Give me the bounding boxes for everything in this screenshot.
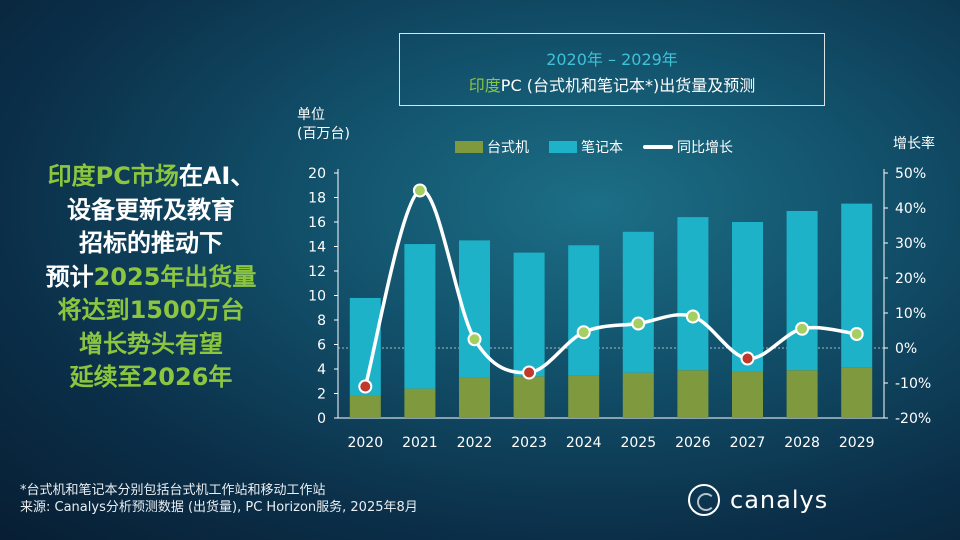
growth-point: [412, 183, 427, 198]
headline-line6: 增长势头有望: [79, 329, 223, 358]
y2-tick-label: 10%: [895, 306, 926, 322]
x-tick-label: 2024: [566, 435, 602, 451]
bar-desktop: [677, 370, 709, 418]
bar-notebook: [841, 203, 873, 368]
headline-line2: 设备更新及教育: [67, 195, 235, 224]
footnote: *台式机和笔记本分别包括台式机工作站和移动工作站 来源: Canalys分析预测…: [20, 482, 418, 516]
x-tick-label: 2021: [402, 435, 438, 451]
y2-tick-label: 20%: [895, 271, 926, 287]
canalys-logo-icon: [688, 484, 720, 516]
bar-desktop: [404, 388, 436, 418]
y2-tick-label: 30%: [895, 236, 926, 252]
bar-notebook: [513, 252, 545, 377]
x-tick-label: 2023: [511, 435, 547, 451]
y-tick-label: 8: [317, 313, 326, 329]
y-tick-label: 0: [317, 411, 326, 427]
canalys-logo: canalys: [688, 484, 828, 516]
y-axis-unit-line1: 单位: [297, 107, 325, 123]
x-tick-label: 2029: [839, 435, 875, 451]
growth-point: [358, 379, 373, 394]
growth-point: [849, 327, 864, 341]
y-tick-label: 6: [317, 338, 326, 354]
y-axis-unit-line2: (百万台): [297, 126, 350, 142]
bar-desktop: [349, 395, 381, 418]
footnote-note: *台式机和笔记本分别包括台式机工作站和移动工作站: [20, 483, 326, 498]
bar-desktop: [841, 367, 873, 418]
legend-line-growth: [643, 145, 673, 149]
growth-point: [576, 325, 591, 340]
headline: 印度PC市场在AI、 设备更新及教育 招标的推动下 预计2025年出货量 将达到…: [20, 160, 282, 395]
growth-point: [795, 321, 810, 336]
footnote-source: 来源: Canalys分析预测数据 (出货量), PC Horizon服务, 2…: [20, 500, 418, 515]
chart-title-rest: PC (台式机和笔记本*)出货量及预测: [500, 76, 756, 95]
headline-line1-green: 印度PC市场: [47, 162, 179, 190]
chart-title-main: 印度PC (台式机和笔记本*)出货量及预测: [400, 72, 824, 96]
bar-desktop: [568, 375, 600, 418]
bar-notebook: [732, 222, 763, 372]
y2-tick-label: -10%: [895, 376, 931, 392]
y2-tick-label: 0%: [895, 341, 917, 357]
y2-tick-label: -20%: [895, 411, 931, 427]
y-tick-label: 16: [308, 215, 326, 231]
bar-notebook: [622, 231, 654, 373]
y-axis-unit-label: 单位 (百万台): [297, 106, 350, 144]
y2-tick-label: 40%: [895, 201, 926, 217]
headline-line4-white: 预计: [45, 262, 94, 291]
y2-tick-label: 50%: [895, 166, 926, 182]
headline-line3: 招标的推动下: [79, 229, 223, 257]
legend-label-growth: 同比增长: [677, 140, 733, 156]
chart-legend: 台式机 笔记本 同比增长: [455, 137, 753, 157]
growth-point: [685, 309, 700, 324]
growth-line: [363, 188, 859, 389]
legend-item-desktop: 台式机: [455, 137, 529, 157]
headline-line7: 延续至2026年: [69, 363, 233, 391]
legend-item-growth: 同比增长: [643, 137, 733, 157]
legend-swatch-desktop: [455, 141, 483, 153]
y-tick-label: 10: [308, 289, 326, 305]
bar-desktop: [513, 376, 545, 418]
legend-swatch-notebook: [549, 141, 577, 153]
headline-line1-white: 在AI、: [178, 162, 255, 190]
x-tick-label: 2027: [730, 435, 766, 451]
bar-desktop: [732, 371, 763, 418]
headline-line5: 将达到1500万台: [57, 296, 245, 324]
y-tick-label: 20: [308, 166, 326, 182]
legend-label-notebook: 笔记本: [581, 140, 623, 156]
x-tick-label: 2028: [784, 435, 820, 451]
x-tick-label: 2020: [347, 435, 383, 451]
legend-label-desktop: 台式机: [487, 140, 529, 156]
chart-title-highlight: 印度: [468, 76, 501, 95]
bar-notebook: [404, 244, 436, 389]
chart-title-box: 2020年 – 2029年 印度PC (台式机和笔记本*)出货量及预测: [399, 33, 825, 106]
y-tick-label: 14: [308, 240, 326, 256]
x-tick-label: 2022: [457, 435, 493, 451]
canalys-logo-text: canalys: [730, 486, 829, 514]
y-tick-label: 2: [317, 387, 326, 403]
bar-notebook: [568, 245, 600, 376]
bar-desktop: [786, 370, 818, 418]
legend-item-notebook: 笔记本: [549, 137, 623, 157]
bar-desktop: [459, 377, 490, 418]
bar-notebook: [786, 210, 818, 371]
growth-point: [740, 351, 755, 366]
bar-notebook: [677, 217, 709, 371]
x-tick-label: 2025: [620, 435, 656, 451]
headline-line4-green: 2025年出货量: [93, 262, 257, 291]
growth-point: [631, 316, 646, 331]
chart-title-years: 2020年 – 2029年: [546, 50, 678, 69]
x-tick-label: 2026: [675, 435, 711, 451]
y-tick-label: 18: [308, 191, 326, 207]
y-tick-label: 12: [308, 264, 326, 280]
y2-axis-label: 增长率: [893, 136, 935, 152]
growth-point: [467, 332, 482, 347]
bar-desktop: [622, 372, 654, 418]
y-tick-label: 4: [317, 362, 326, 378]
growth-point: [522, 365, 537, 380]
